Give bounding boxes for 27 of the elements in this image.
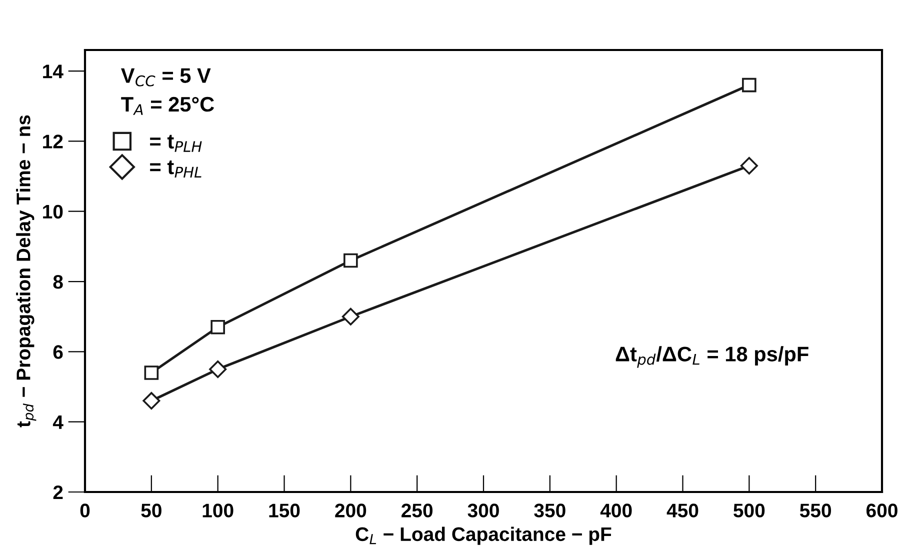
x-tick-label: 400 [600,504,632,518]
legend-label: = t$_{PLH}$ [150,134,202,152]
x-tick-label: 500 [734,504,765,518]
x-tick-label: 600 [866,504,898,518]
annotation: V$_{CC}$ = 5 V [121,68,211,86]
y-tick-label: 6 [53,345,63,359]
y-axis-title: t$_{pd}$ − Propagation Delay Time − ns [16,115,36,428]
y-tick-label: 4 [52,416,64,429]
x-tick-label: 100 [202,504,234,518]
x-tick-label: 550 [800,504,832,518]
x-tick-label: 50 [141,504,162,518]
y-tick-label: 14 [43,64,64,78]
x-tick-label: 300 [468,504,499,518]
x-axis-title: C$_{L}$ − Load Capacitance − pF [356,526,612,545]
annotation: Δt$_{pd}$/ΔC$_{L}$ = 18 ps/pF [616,346,808,368]
annotation: T$_{A}$ = 25°C [121,96,214,115]
x-tick-label: 150 [269,504,300,518]
x-tick-label: 250 [402,504,433,518]
y-tick-label: 2 [53,485,63,500]
y-tick-label: 12 [43,134,63,148]
x-tick-label: 450 [666,504,698,518]
legend-label: = t$_{PHL}$ [150,160,202,178]
x-tick-label: 200 [335,504,366,518]
x-tick-label: 350 [534,504,566,518]
y-tick-label: 10 [43,204,63,219]
x-tick-label: 0 [80,504,90,518]
y-tick-label: 8 [53,274,63,289]
